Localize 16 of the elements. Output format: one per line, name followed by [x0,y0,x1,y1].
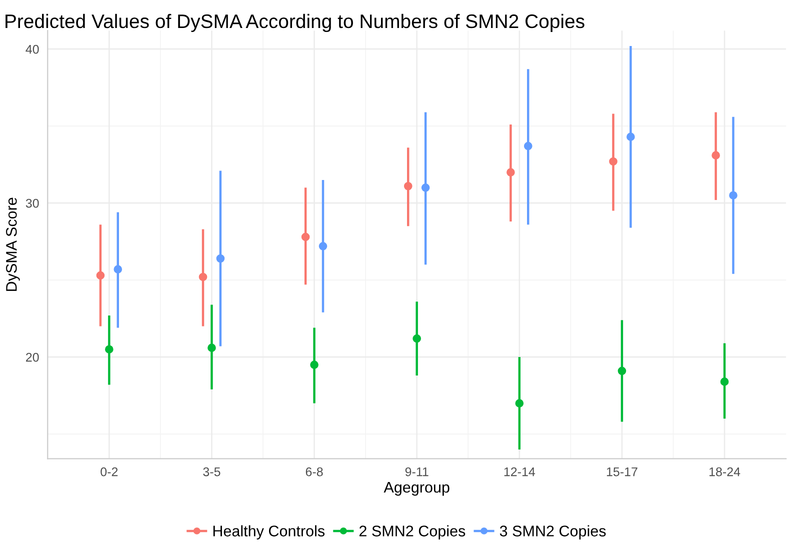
x-tick-label: 3-5 [203,467,220,476]
legend-label: 3 SMN2 Copies [500,525,606,540]
x-axis-title: Agegroup [384,482,450,496]
x-tick-label: 12-14 [504,467,536,476]
x-tick-label: 18-24 [709,467,740,476]
legend-label: 2 SMN2 Copies [359,525,466,540]
y-tick-label: 30 [26,198,39,208]
chart-title: Predicted Values of DySMA According to Numbers of SMN2 Copies [6,14,584,32]
x-tick-label: 0-2 [100,467,118,476]
x-tick-label: 6-8 [306,467,323,476]
y-axis-title: DySMA Score [6,198,20,291]
legend-label: Healthy Controls [213,525,325,540]
x-tick-label: 9-11 [405,467,428,476]
y-tick-label: 20 [26,352,39,362]
y-tick-label: 40 [26,44,39,54]
x-tick-label: 15-17 [606,467,638,476]
